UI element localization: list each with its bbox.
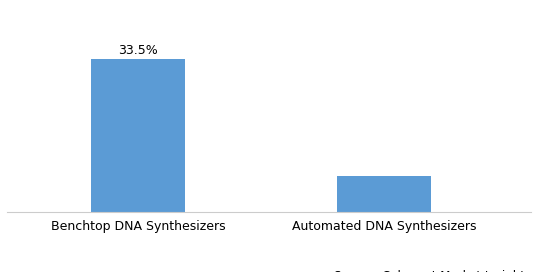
Bar [337,176,431,212]
Text: 33.5%: 33.5% [118,44,158,57]
Bar [91,59,185,212]
Text: Source: Coherent Market Insights: Source: Coherent Market Insights [334,270,531,272]
